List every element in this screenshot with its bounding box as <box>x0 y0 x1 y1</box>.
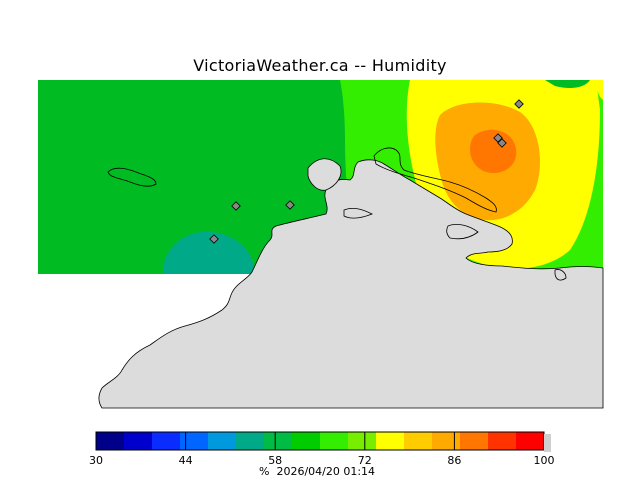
land-peninsula <box>446 224 479 240</box>
colorbar-tick-label: 86 <box>447 454 462 467</box>
colorbar-segment <box>320 432 349 450</box>
station-marker[interactable] <box>209 234 219 244</box>
colorbar-tick-label: 58 <box>268 454 283 467</box>
humidity-zone-yellow-edge <box>596 80 603 100</box>
humidity-zone-green-ne <box>545 80 590 88</box>
colorbar-segment <box>404 432 433 450</box>
colorbar-segment <box>180 432 209 450</box>
humidity-zone-dark-orange <box>470 129 517 174</box>
station-marker[interactable] <box>497 138 507 148</box>
colorbar-segment <box>152 432 181 450</box>
colorbar-segment <box>264 432 293 450</box>
colorbar-segment <box>432 432 461 450</box>
land-mass <box>98 159 604 409</box>
map-title: VictoriaWeather.ca -- Humidity <box>193 56 447 75</box>
colorbar-segment <box>124 432 153 450</box>
colorbar-segment <box>208 432 237 450</box>
station-marker[interactable] <box>514 99 524 109</box>
footer-unit: % <box>259 465 270 478</box>
colorbar-segment <box>488 432 517 450</box>
colorbar-tick-label: 44 <box>178 454 193 467</box>
station-marker[interactable] <box>231 201 241 211</box>
colorbar-segment <box>376 432 405 450</box>
colorbar <box>95 432 545 450</box>
land-spit <box>307 158 342 191</box>
footer-timestamp: 2026/04/20 01:14 <box>276 465 376 478</box>
colorbar-segment <box>292 432 321 450</box>
colorbar-segment <box>348 432 377 450</box>
colorbar-segment <box>236 432 265 450</box>
colorbar-tick-label: 100 <box>533 454 555 467</box>
land-inlet <box>343 207 373 219</box>
colorbar-segment <box>516 432 545 450</box>
colorbar-segment <box>460 432 489 450</box>
station-markers <box>209 99 524 244</box>
station-marker[interactable] <box>285 200 295 210</box>
colorbar-shadow <box>544 434 551 452</box>
humidity-zone-teal <box>162 231 256 274</box>
colorbar-segment <box>96 432 125 450</box>
map-footer: % 2026/04/20 01:14 <box>259 465 375 478</box>
island-strait <box>373 147 497 213</box>
colorbar-tick-label: 30 <box>89 454 103 467</box>
humidity-zone-green-west <box>38 80 228 215</box>
colorbar-tick-label: 72 <box>357 454 372 467</box>
land-cape-east <box>554 269 567 281</box>
island-west <box>107 167 157 187</box>
